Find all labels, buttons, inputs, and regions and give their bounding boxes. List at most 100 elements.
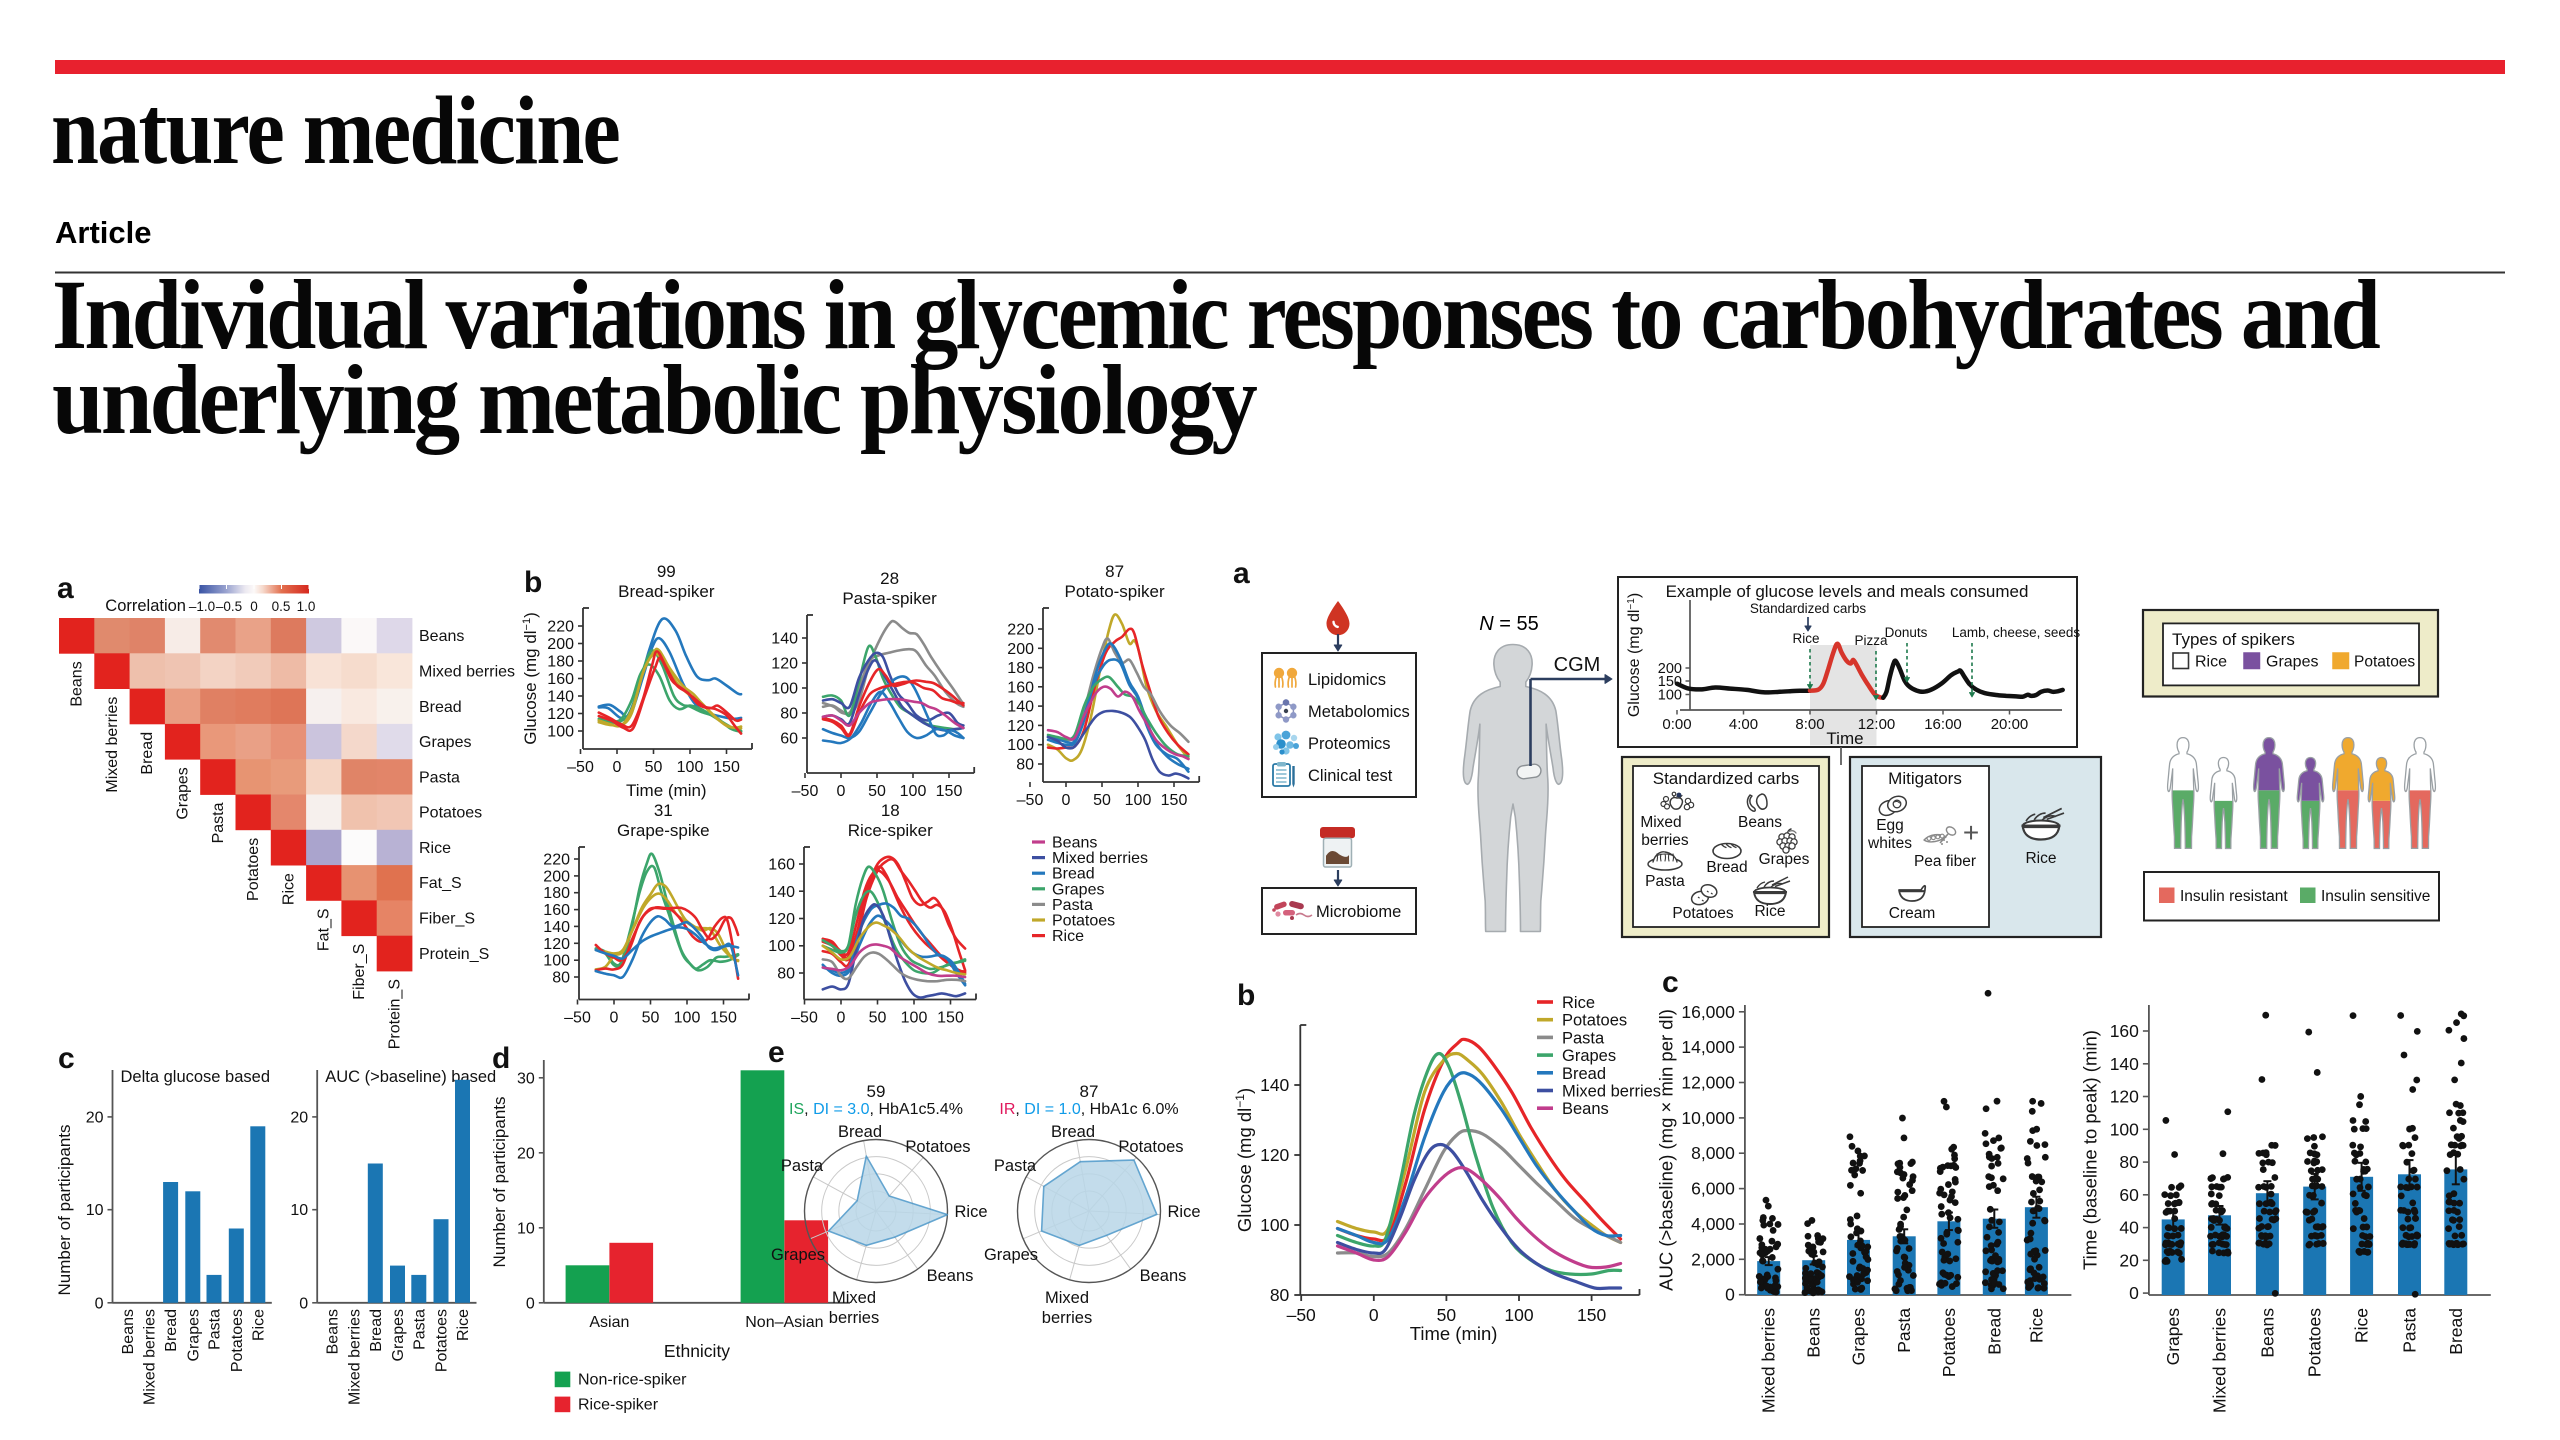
svg-text:20:00: 20:00 (1991, 716, 2029, 733)
svg-text:–0.5: –0.5 (216, 599, 242, 614)
svg-text:100: 100 (2110, 1119, 2139, 1139)
svg-text:100: 100 (1658, 688, 1682, 704)
svg-text:14,000: 14,000 (1681, 1037, 1735, 1057)
svg-text:whites: whites (1867, 835, 1912, 852)
svg-text:Bread: Bread (1562, 1065, 1606, 1083)
svg-text:0: 0 (299, 1295, 308, 1312)
svg-text:a: a (57, 572, 74, 605)
svg-text:Types of spikers: Types of spikers (2172, 630, 2295, 649)
svg-text:Rice: Rice (1052, 928, 1084, 945)
svg-text:Rice: Rice (1754, 903, 1785, 920)
svg-text:59: 59 (867, 1082, 886, 1101)
svg-text:28: 28 (880, 569, 899, 588)
svg-text:Rice: Rice (250, 1309, 267, 1341)
svg-text:Pasta: Pasta (994, 1157, 1037, 1175)
svg-text:–50: –50 (567, 759, 594, 776)
svg-text:Grapes: Grapes (390, 1309, 407, 1361)
svg-text:8:00: 8:00 (1795, 716, 1824, 733)
svg-text:Grapes: Grapes (419, 734, 471, 751)
svg-text:16,000: 16,000 (1681, 1002, 1735, 1022)
svg-text:180: 180 (543, 885, 570, 902)
svg-text:Metabolomics: Metabolomics (1308, 703, 1410, 721)
svg-text:Protein_S: Protein_S (386, 979, 403, 1049)
svg-text:Pasta-spiker: Pasta-spiker (842, 589, 937, 608)
svg-text:Mixed berries: Mixed berries (1052, 850, 1148, 867)
svg-text:Beans: Beans (1562, 1100, 1609, 1118)
svg-text:Beans: Beans (2257, 1308, 2277, 1358)
svg-text:0: 0 (613, 759, 622, 776)
svg-text:Grape-spike: Grape-spike (617, 821, 710, 840)
svg-text:10: 10 (86, 1202, 104, 1219)
svg-text:200: 200 (1007, 641, 1034, 658)
svg-text:b: b (1237, 979, 1255, 1012)
svg-text:Pea fiber: Pea fiber (1914, 853, 1976, 870)
svg-text:Beans: Beans (1738, 814, 1782, 831)
svg-text:160: 160 (1007, 679, 1034, 696)
svg-text:Grapes: Grapes (1052, 881, 1104, 898)
svg-text:Grapes: Grapes (185, 1309, 202, 1361)
svg-text:20: 20 (290, 1109, 308, 1126)
svg-text:Potato-spiker: Potato-spiker (1065, 582, 1165, 601)
svg-text:80: 80 (2119, 1152, 2139, 1172)
svg-text:150: 150 (713, 759, 740, 776)
svg-text:1.0: 1.0 (297, 599, 316, 614)
svg-text:80: 80 (1016, 757, 1034, 774)
svg-text:–50: –50 (564, 1010, 591, 1027)
svg-text:Individual variations in glyce: Individual variations in glycemic respon… (52, 259, 2380, 370)
svg-text:100: 100 (768, 938, 795, 955)
svg-text:Beans: Beans (69, 661, 86, 706)
svg-text:Potatoes: Potatoes (1562, 1012, 1627, 1030)
svg-text:120: 120 (1007, 718, 1034, 735)
svg-text:Grapes: Grapes (1849, 1308, 1869, 1366)
svg-text:Glucose (mg dl−1): Glucose (mg dl−1) (1233, 1088, 1255, 1232)
svg-text:Bread: Bread (163, 1309, 180, 1352)
svg-text:a: a (1233, 557, 1250, 590)
svg-text:–1.0: –1.0 (189, 599, 215, 614)
svg-text:Potatoes: Potatoes (905, 1138, 970, 1156)
svg-text:160: 160 (543, 902, 570, 919)
svg-text:Grapes: Grapes (1759, 851, 1810, 868)
svg-text:Mixed berries: Mixed berries (419, 663, 515, 680)
svg-text:2,000: 2,000 (1691, 1249, 1735, 1269)
svg-text:IR, DI = 1.0, HbA1c 6.0%: IR, DI = 1.0, HbA1c 6.0% (999, 1101, 1178, 1118)
svg-text:180: 180 (547, 654, 574, 671)
svg-text:berries: berries (1641, 832, 1689, 849)
svg-text:Time (min): Time (min) (1410, 1323, 1498, 1344)
svg-text:60: 60 (780, 731, 798, 748)
svg-text:Beans: Beans (120, 1309, 137, 1354)
svg-text:Proteomics: Proteomics (1308, 735, 1391, 753)
svg-text:20: 20 (517, 1145, 535, 1162)
svg-text:Potatoes: Potatoes (434, 1309, 451, 1372)
svg-text:Potatoes: Potatoes (1939, 1308, 1959, 1377)
svg-text:12:00: 12:00 (1858, 716, 1896, 733)
svg-text:Fiber_S: Fiber_S (419, 911, 475, 928)
svg-text:200: 200 (547, 636, 574, 653)
svg-text:Pasta: Pasta (1562, 1029, 1605, 1047)
svg-text:150: 150 (1577, 1305, 1606, 1325)
svg-text:Standardized carbs: Standardized carbs (1750, 601, 1867, 616)
svg-text:120: 120 (771, 656, 798, 673)
svg-text:Bread: Bread (838, 1123, 882, 1141)
svg-text:Egg: Egg (1876, 817, 1904, 834)
svg-text:Glucose (mg dl−1): Glucose (mg dl−1) (521, 612, 540, 745)
svg-text:30: 30 (517, 1070, 535, 1087)
svg-text:100: 100 (547, 724, 574, 741)
svg-text:Donuts: Donuts (1885, 625, 1928, 640)
svg-text:Mixed berries: Mixed berries (1562, 1083, 1661, 1101)
svg-text:Time: Time (1826, 729, 1863, 748)
svg-text:80: 80 (552, 970, 570, 987)
svg-text:8,000: 8,000 (1691, 1143, 1735, 1163)
svg-text:Grapes: Grapes (771, 1246, 825, 1264)
svg-text:120: 120 (543, 936, 570, 953)
svg-text:Number of participants: Number of participants (490, 1096, 509, 1267)
svg-text:140: 140 (547, 689, 574, 706)
svg-text:Grapes: Grapes (984, 1246, 1038, 1264)
svg-text:120: 120 (2110, 1087, 2139, 1107)
svg-text:Article: Article (55, 215, 151, 250)
svg-text:Pasta: Pasta (1645, 873, 1685, 890)
svg-text:87: 87 (1080, 1082, 1099, 1101)
svg-text:Bread: Bread (1052, 866, 1095, 883)
svg-text:99: 99 (657, 562, 676, 581)
svg-text:Number of participants: Number of participants (55, 1124, 74, 1295)
svg-text:18: 18 (881, 801, 900, 820)
